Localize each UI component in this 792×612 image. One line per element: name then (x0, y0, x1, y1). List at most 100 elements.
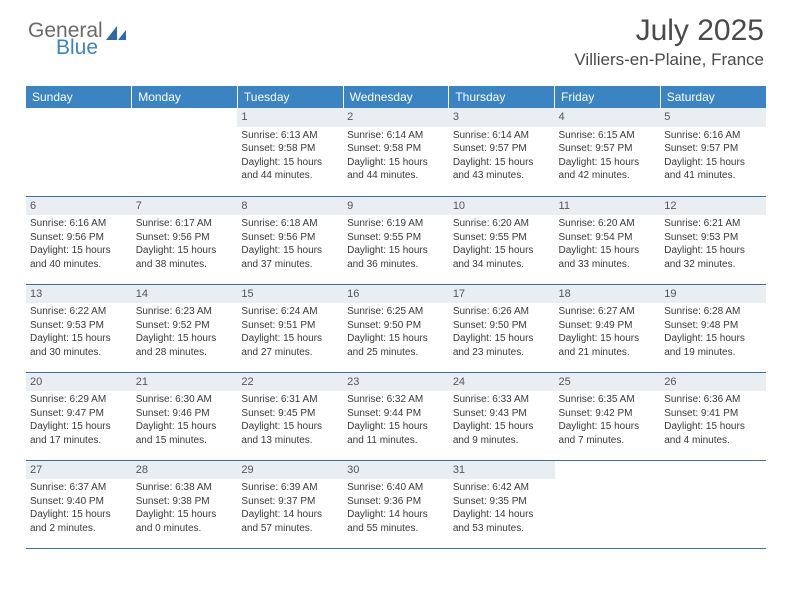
daylight-text: Daylight: 15 hours and 25 minutes. (347, 332, 445, 359)
sunset-text: Sunset: 9:38 PM (136, 495, 234, 509)
dh-thu: Thursday (449, 86, 555, 108)
sunrise-text: Sunrise: 6:29 AM (30, 393, 128, 407)
day-cell: 4Sunrise: 6:15 AMSunset: 9:57 PMDaylight… (555, 108, 661, 196)
sunrise-text: Sunrise: 6:42 AM (453, 481, 551, 495)
day-cell: 19Sunrise: 6:28 AMSunset: 9:48 PMDayligh… (660, 284, 766, 372)
sunrise-text: Sunrise: 6:28 AM (664, 305, 762, 319)
daylight-text: Daylight: 15 hours and 2 minutes. (30, 508, 128, 535)
day-number: 16 (343, 285, 449, 304)
day-cell: 21Sunrise: 6:30 AMSunset: 9:46 PMDayligh… (132, 372, 238, 460)
sunrise-text: Sunrise: 6:23 AM (136, 305, 234, 319)
daylight-text: Daylight: 15 hours and 23 minutes. (453, 332, 551, 359)
sunrise-text: Sunrise: 6:38 AM (136, 481, 234, 495)
day-number: 20 (26, 373, 132, 392)
sunrise-text: Sunrise: 6:14 AM (453, 129, 551, 143)
day-number: 18 (555, 285, 661, 304)
daylight-text: Daylight: 15 hours and 41 minutes. (664, 156, 762, 183)
week-row: 1Sunrise: 6:13 AMSunset: 9:58 PMDaylight… (26, 108, 766, 196)
day-number: 1 (237, 108, 343, 127)
sunrise-text: Sunrise: 6:13 AM (241, 129, 339, 143)
sunset-text: Sunset: 9:40 PM (30, 495, 128, 509)
sunset-text: Sunset: 9:55 PM (453, 231, 551, 245)
day-number: 13 (26, 285, 132, 304)
daylight-text: Daylight: 15 hours and 32 minutes. (664, 244, 762, 271)
day-number: 31 (449, 461, 555, 480)
daylight-text: Daylight: 15 hours and 21 minutes. (559, 332, 657, 359)
sunset-text: Sunset: 9:42 PM (559, 407, 657, 421)
day-number: 5 (660, 108, 766, 127)
day-number: 30 (343, 461, 449, 480)
day-cell: 11Sunrise: 6:20 AMSunset: 9:54 PMDayligh… (555, 196, 661, 284)
daylight-text: Daylight: 15 hours and 43 minutes. (453, 156, 551, 183)
sunset-text: Sunset: 9:52 PM (136, 319, 234, 333)
calendar-body: 1Sunrise: 6:13 AMSunset: 9:58 PMDaylight… (26, 108, 766, 548)
day-number: 19 (660, 285, 766, 304)
sunset-text: Sunset: 9:58 PM (241, 142, 339, 156)
sunset-text: Sunset: 9:55 PM (347, 231, 445, 245)
sunset-text: Sunset: 9:46 PM (136, 407, 234, 421)
day-number: 15 (237, 285, 343, 304)
day-number: 3 (449, 108, 555, 127)
sunset-text: Sunset: 9:44 PM (347, 407, 445, 421)
day-cell: 24Sunrise: 6:33 AMSunset: 9:43 PMDayligh… (449, 372, 555, 460)
daylight-text: Daylight: 15 hours and 30 minutes. (30, 332, 128, 359)
sunrise-text: Sunrise: 6:16 AM (664, 129, 762, 143)
title-location: Villiers-en-Plaine, France (574, 50, 764, 70)
daylight-text: Daylight: 15 hours and 17 minutes. (30, 420, 128, 447)
dh-sat: Saturday (660, 86, 766, 108)
sunset-text: Sunset: 9:57 PM (559, 142, 657, 156)
sunset-text: Sunset: 9:58 PM (347, 142, 445, 156)
sunset-text: Sunset: 9:48 PM (664, 319, 762, 333)
day-number: 26 (660, 373, 766, 392)
sunset-text: Sunset: 9:45 PM (241, 407, 339, 421)
day-number: 4 (555, 108, 661, 127)
daylight-text: Daylight: 15 hours and 28 minutes. (136, 332, 234, 359)
sunrise-text: Sunrise: 6:35 AM (559, 393, 657, 407)
sunset-text: Sunset: 9:47 PM (30, 407, 128, 421)
day-cell: 12Sunrise: 6:21 AMSunset: 9:53 PMDayligh… (660, 196, 766, 284)
daylight-text: Daylight: 15 hours and 19 minutes. (664, 332, 762, 359)
day-header-row: Sunday Monday Tuesday Wednesday Thursday… (26, 86, 766, 108)
day-cell: 31Sunrise: 6:42 AMSunset: 9:35 PMDayligh… (449, 460, 555, 548)
dh-fri: Friday (555, 86, 661, 108)
daylight-text: Daylight: 15 hours and 13 minutes. (241, 420, 339, 447)
dh-sun: Sunday (26, 86, 132, 108)
daylight-text: Daylight: 15 hours and 0 minutes. (136, 508, 234, 535)
day-cell: 27Sunrise: 6:37 AMSunset: 9:40 PMDayligh… (26, 460, 132, 548)
dh-tue: Tuesday (237, 86, 343, 108)
day-cell: 8Sunrise: 6:18 AMSunset: 9:56 PMDaylight… (237, 196, 343, 284)
daylight-text: Daylight: 15 hours and 38 minutes. (136, 244, 234, 271)
dh-mon: Monday (132, 86, 238, 108)
title-month: July 2025 (574, 14, 764, 48)
daylight-text: Daylight: 15 hours and 44 minutes. (347, 156, 445, 183)
daylight-text: Daylight: 15 hours and 27 minutes. (241, 332, 339, 359)
sunset-text: Sunset: 9:37 PM (241, 495, 339, 509)
day-cell: 2Sunrise: 6:14 AMSunset: 9:58 PMDaylight… (343, 108, 449, 196)
sunrise-text: Sunrise: 6:14 AM (347, 129, 445, 143)
sunrise-text: Sunrise: 6:31 AM (241, 393, 339, 407)
daylight-text: Daylight: 15 hours and 11 minutes. (347, 420, 445, 447)
day-number: 11 (555, 197, 661, 216)
day-number: 23 (343, 373, 449, 392)
daylight-text: Daylight: 15 hours and 34 minutes. (453, 244, 551, 271)
day-cell: 9Sunrise: 6:19 AMSunset: 9:55 PMDaylight… (343, 196, 449, 284)
day-cell: 22Sunrise: 6:31 AMSunset: 9:45 PMDayligh… (237, 372, 343, 460)
day-cell: 6Sunrise: 6:16 AMSunset: 9:56 PMDaylight… (26, 196, 132, 284)
sunrise-text: Sunrise: 6:25 AM (347, 305, 445, 319)
sunrise-text: Sunrise: 6:27 AM (559, 305, 657, 319)
sunrise-text: Sunrise: 6:18 AM (241, 217, 339, 231)
week-row: 6Sunrise: 6:16 AMSunset: 9:56 PMDaylight… (26, 196, 766, 284)
week-row: 20Sunrise: 6:29 AMSunset: 9:47 PMDayligh… (26, 372, 766, 460)
sunset-text: Sunset: 9:41 PM (664, 407, 762, 421)
sunset-text: Sunset: 9:57 PM (664, 142, 762, 156)
sunset-text: Sunset: 9:50 PM (347, 319, 445, 333)
sunrise-text: Sunrise: 6:21 AM (664, 217, 762, 231)
day-cell: 23Sunrise: 6:32 AMSunset: 9:44 PMDayligh… (343, 372, 449, 460)
daylight-text: Daylight: 14 hours and 53 minutes. (453, 508, 551, 535)
day-cell: 17Sunrise: 6:26 AMSunset: 9:50 PMDayligh… (449, 284, 555, 372)
day-number: 28 (132, 461, 238, 480)
daylight-text: Daylight: 15 hours and 42 minutes. (559, 156, 657, 183)
day-cell: 18Sunrise: 6:27 AMSunset: 9:49 PMDayligh… (555, 284, 661, 372)
sunset-text: Sunset: 9:53 PM (30, 319, 128, 333)
sunset-text: Sunset: 9:56 PM (136, 231, 234, 245)
